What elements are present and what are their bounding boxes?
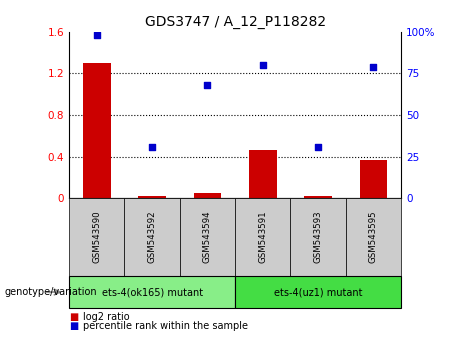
Text: GSM543595: GSM543595 bbox=[369, 211, 378, 263]
Bar bbox=[304, 196, 332, 198]
Point bbox=[314, 144, 322, 149]
Bar bbox=[360, 160, 387, 198]
Text: ets-4(uz1) mutant: ets-4(uz1) mutant bbox=[274, 287, 362, 297]
Text: GSM543590: GSM543590 bbox=[92, 211, 101, 263]
Point bbox=[93, 32, 100, 38]
Point bbox=[204, 82, 211, 88]
Title: GDS3747 / A_12_P118282: GDS3747 / A_12_P118282 bbox=[145, 16, 325, 29]
Text: log2 ratio: log2 ratio bbox=[83, 312, 130, 322]
Point bbox=[148, 144, 156, 149]
Point bbox=[370, 64, 377, 70]
Bar bbox=[138, 196, 166, 198]
Text: GSM543592: GSM543592 bbox=[148, 211, 157, 263]
Text: ■: ■ bbox=[69, 321, 78, 331]
Text: percentile rank within the sample: percentile rank within the sample bbox=[83, 321, 248, 331]
Text: GSM543591: GSM543591 bbox=[258, 211, 267, 263]
Text: ets-4(ok165) mutant: ets-4(ok165) mutant bbox=[101, 287, 203, 297]
Text: GSM543593: GSM543593 bbox=[313, 211, 323, 263]
Point bbox=[259, 62, 266, 68]
Text: ■: ■ bbox=[69, 312, 78, 322]
Bar bbox=[83, 63, 111, 198]
Bar bbox=[194, 193, 221, 198]
Bar bbox=[249, 150, 277, 198]
Text: genotype/variation: genotype/variation bbox=[5, 287, 97, 297]
Text: GSM543594: GSM543594 bbox=[203, 211, 212, 263]
